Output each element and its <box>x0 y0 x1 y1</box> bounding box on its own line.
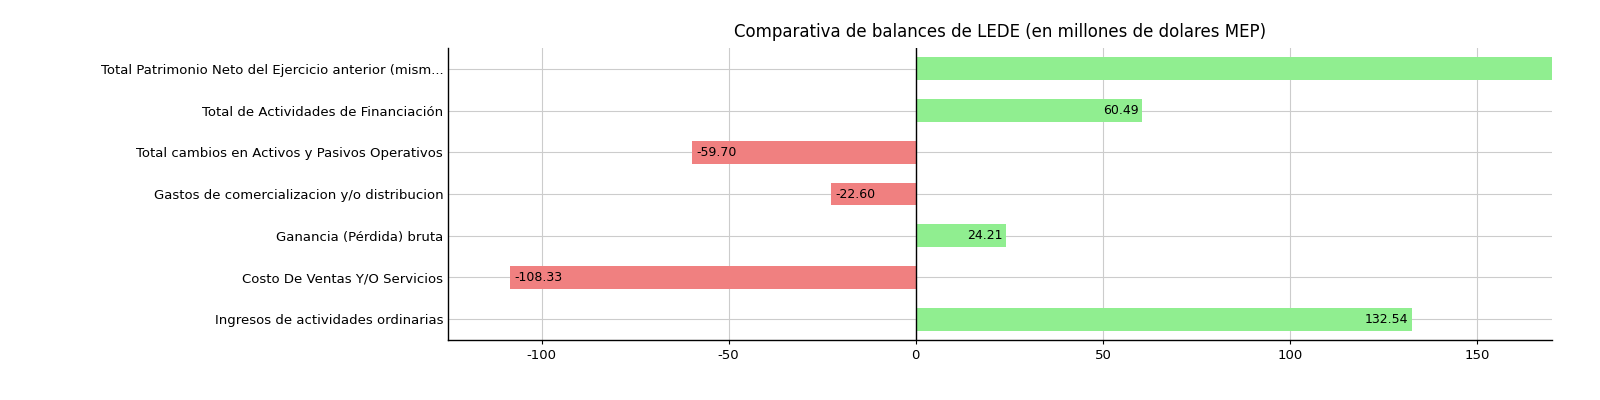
Title: Comparativa de balances de LEDE (en millones de dolares MEP): Comparativa de balances de LEDE (en mill… <box>734 23 1266 41</box>
Bar <box>915 224 1006 247</box>
Bar <box>915 57 1600 80</box>
Bar <box>693 141 915 164</box>
Text: 24.21: 24.21 <box>966 229 1003 242</box>
Bar <box>832 182 915 206</box>
Bar <box>915 308 1411 331</box>
Text: -22.60: -22.60 <box>835 188 875 200</box>
Text: -59.70: -59.70 <box>696 146 736 159</box>
Text: 60.49: 60.49 <box>1102 104 1139 117</box>
Text: 132.54: 132.54 <box>1365 313 1408 326</box>
Text: -108.33: -108.33 <box>514 271 562 284</box>
Bar <box>510 266 915 289</box>
Bar <box>915 99 1142 122</box>
